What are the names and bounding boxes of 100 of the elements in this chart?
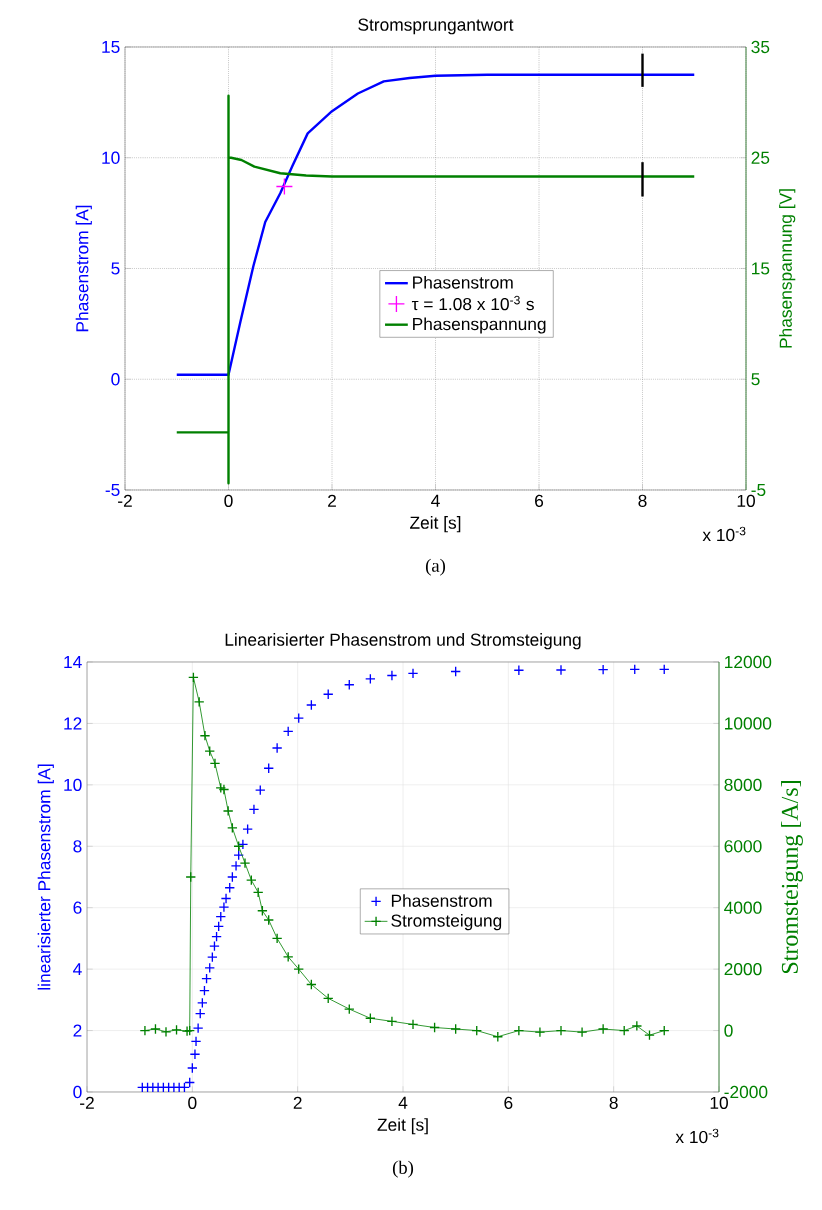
y-tick-label: 4: [73, 963, 82, 976]
y-tick-label: 10: [64, 778, 82, 791]
y2-tick-label: 15: [752, 262, 770, 275]
point: [343, 679, 355, 691]
point: [222, 805, 234, 817]
x-tick-label: 8: [609, 1096, 618, 1109]
point: [257, 905, 268, 917]
point: [239, 857, 251, 869]
y2-tick-label: 0: [724, 1024, 733, 1037]
point: [597, 1023, 609, 1035]
point: [534, 1026, 546, 1038]
point: [263, 914, 275, 926]
y2-tick-label: 12000: [725, 655, 772, 669]
point: [245, 874, 257, 886]
point: [227, 871, 238, 883]
point: [185, 871, 197, 883]
point: [194, 1008, 206, 1020]
point: [306, 699, 317, 711]
point: [263, 762, 275, 774]
point: [282, 951, 294, 963]
x-tick-label: 6: [504, 1096, 513, 1109]
y2-tick-label: 35: [751, 40, 770, 54]
legend-label: Phasenstrom: [413, 275, 513, 289]
point: [629, 664, 641, 675]
x-axis-title: Zeit [s]: [410, 516, 461, 533]
y-tick-label: 2: [73, 1024, 82, 1037]
x-tick-label: 0: [188, 1096, 197, 1109]
point: [207, 951, 218, 963]
x-tick-label: 6: [535, 494, 544, 507]
x-tick-label: 4: [398, 1096, 408, 1109]
point: [293, 963, 305, 975]
y2-tick-label: 6000: [724, 840, 762, 853]
point: [576, 1026, 588, 1038]
point: [658, 1025, 670, 1036]
point: [189, 1048, 201, 1060]
point: [204, 962, 216, 974]
chart-title: Stromsprungantwort: [358, 18, 514, 35]
y2-tick-label: 4000: [724, 901, 762, 914]
point: [254, 784, 266, 796]
y-tick-label: 15: [102, 40, 120, 54]
legend-label: Phasenstrom: [391, 894, 492, 907]
point: [213, 921, 224, 932]
text: x 10$^{-3}$: [675, 1128, 719, 1144]
point: [555, 664, 567, 676]
point: [407, 1019, 419, 1030]
point: [209, 940, 220, 952]
point: [343, 1003, 355, 1015]
x-tick-label: 4: [431, 494, 440, 507]
point: [197, 997, 208, 1009]
point: [271, 933, 283, 944]
y-tick-label: -5: [105, 483, 120, 497]
y-tick-label: 5: [111, 262, 120, 275]
point: [150, 1023, 161, 1035]
x-tick-label: -2: [118, 494, 132, 507]
point: [365, 673, 376, 685]
point: [224, 882, 236, 894]
point: [450, 1023, 462, 1035]
point: [199, 730, 211, 742]
point: [160, 1026, 172, 1038]
point: [271, 742, 283, 754]
legend-label: Phasenspannung: [413, 317, 546, 334]
y2-tick-label: 5: [751, 373, 760, 386]
y2-tick-label: 10000: [725, 717, 772, 730]
point: [242, 823, 253, 835]
point: [282, 726, 294, 737]
point: [211, 931, 222, 942]
y-tick-label: 6: [73, 901, 82, 914]
point: [227, 822, 238, 834]
point: [555, 1025, 567, 1036]
x-tick-label: -2: [80, 1096, 94, 1109]
point: [248, 804, 260, 815]
text: (b): [392, 1160, 414, 1178]
point: [199, 985, 210, 996]
point: [513, 1025, 525, 1036]
point: [190, 1035, 202, 1047]
point: [230, 860, 242, 872]
point: [658, 664, 670, 675]
point: [322, 688, 334, 700]
y-tick-label: 8: [73, 840, 82, 853]
x-tick-label: 8: [638, 494, 647, 507]
point: [513, 664, 525, 676]
point: [644, 1029, 655, 1041]
point: [193, 696, 205, 708]
text: (a): [425, 558, 446, 576]
point: [215, 911, 227, 922]
point: [293, 712, 305, 724]
point: [471, 1025, 483, 1036]
y2-axis-title: Stromsteigung [A/s]: [781, 781, 803, 974]
point: [450, 666, 462, 677]
x-tick-label: 0: [224, 494, 233, 507]
point: [209, 758, 221, 769]
y-tick-label: 14: [64, 656, 82, 668]
point: [233, 840, 245, 852]
point: [218, 901, 230, 913]
x-tick-label: 10: [737, 494, 755, 507]
point: [192, 1022, 204, 1034]
x-axis-title: Zeit [s]: [377, 1118, 428, 1135]
y-axis-title: Phasenstrom [A]: [75, 205, 92, 332]
chart-title: Linearisierter Phasenstrom und Stromsteigung: [225, 633, 581, 650]
point: [139, 1025, 151, 1036]
